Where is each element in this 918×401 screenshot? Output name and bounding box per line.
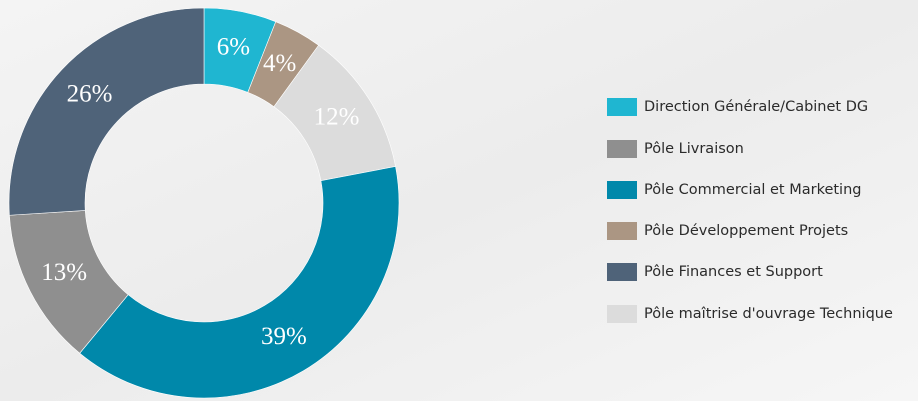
slice-label: 4% <box>263 50 296 77</box>
legend-label: Pôle Finances et Support <box>644 264 823 280</box>
legend-swatch <box>607 222 637 240</box>
slice-label: 39% <box>261 323 307 350</box>
legend-swatch <box>607 98 637 116</box>
slice-label: 6% <box>217 34 250 61</box>
legend-swatch <box>607 305 637 323</box>
donut-slice <box>79 166 400 399</box>
legend-label: Pôle Développement Projets <box>644 223 848 239</box>
legend-swatch <box>607 263 637 281</box>
slice-label: 26% <box>67 80 113 107</box>
slice-label: 12% <box>314 104 360 131</box>
legend-label: Direction Générale/Cabinet DG <box>644 99 868 115</box>
legend-label: Pôle Livraison <box>644 141 744 157</box>
legend-label: Pôle Commercial et Marketing <box>644 182 861 198</box>
legend-swatch <box>607 140 637 158</box>
slice-label: 13% <box>41 259 87 286</box>
legend-swatch <box>607 181 637 199</box>
legend-label: Pôle maîtrise d'ouvrage Technique <box>644 306 893 322</box>
donut-slice <box>8 7 205 216</box>
